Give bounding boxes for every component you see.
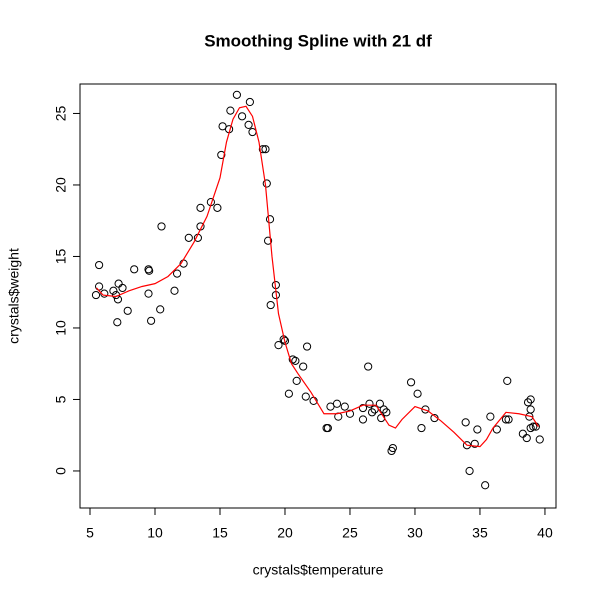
- point: [196, 203, 205, 212]
- point: [301, 392, 310, 401]
- point: [263, 236, 273, 245]
- point: [261, 145, 270, 154]
- point: [248, 127, 257, 137]
- point: [323, 423, 332, 433]
- point: [274, 341, 283, 350]
- point: [244, 120, 253, 129]
- point: [332, 399, 342, 408]
- point: [417, 423, 426, 433]
- x-tick-label: 35: [472, 525, 488, 541]
- point: [226, 106, 235, 115]
- point: [172, 269, 182, 278]
- point: [299, 362, 308, 371]
- point: [266, 300, 275, 310]
- point: [147, 316, 156, 325]
- point: [503, 376, 512, 385]
- point: [375, 399, 384, 408]
- point: [522, 433, 531, 443]
- point: [100, 289, 109, 298]
- point: [291, 356, 300, 365]
- x-tick-label: 40: [537, 525, 553, 541]
- point: [473, 425, 482, 434]
- point: [109, 286, 118, 295]
- point: [358, 403, 368, 413]
- point: [302, 342, 312, 351]
- point: [232, 90, 241, 99]
- fit-line: [96, 105, 539, 448]
- point: [379, 405, 388, 414]
- point: [91, 290, 101, 300]
- point: [367, 408, 377, 417]
- x-axis-label: crystals$temperature: [253, 562, 384, 578]
- point: [382, 408, 391, 417]
- point: [170, 286, 179, 295]
- point: [292, 376, 301, 385]
- x-tick-label: 20: [277, 525, 293, 541]
- point: [245, 97, 254, 107]
- point: [258, 145, 267, 154]
- point: [518, 429, 527, 438]
- point: [529, 422, 538, 431]
- point: [123, 306, 132, 315]
- point: [113, 318, 122, 327]
- x-tick-label: 30: [407, 525, 423, 541]
- point: [118, 283, 127, 293]
- point: [523, 398, 533, 407]
- point: [213, 203, 222, 212]
- point: [95, 282, 104, 291]
- point: [387, 446, 396, 456]
- y-tick-label: 5: [53, 395, 69, 403]
- point: [340, 402, 349, 411]
- point: [481, 481, 490, 490]
- point: [365, 399, 374, 408]
- point: [280, 336, 290, 345]
- point: [145, 266, 154, 275]
- point: [144, 289, 153, 298]
- point: [461, 418, 470, 427]
- chart-title: Smoothing Spline with 21 df: [204, 31, 432, 50]
- y-tick-label: 15: [53, 248, 69, 264]
- y-tick-label: 0: [53, 467, 69, 475]
- point: [130, 265, 139, 274]
- x-tick-label: 25: [342, 525, 358, 541]
- point: [114, 279, 123, 288]
- point: [184, 233, 193, 242]
- point: [465, 466, 474, 476]
- point: [358, 415, 368, 424]
- point: [501, 415, 511, 424]
- y-tick-label: 20: [53, 177, 69, 193]
- y-axis-label: crystals$weight: [6, 248, 22, 344]
- point: [217, 150, 226, 160]
- x-tick-label: 15: [212, 525, 228, 541]
- point: [535, 435, 544, 444]
- point: [504, 415, 513, 424]
- point: [526, 405, 535, 414]
- y-tick-label: 25: [53, 105, 69, 121]
- x-tick-label: 10: [147, 525, 163, 541]
- point: [265, 215, 275, 224]
- point: [284, 389, 293, 398]
- y-tick-label: 10: [53, 320, 69, 336]
- point: [406, 378, 416, 387]
- point: [237, 112, 247, 121]
- point: [95, 260, 104, 270]
- point: [345, 409, 355, 418]
- point: [470, 439, 479, 448]
- point: [486, 412, 495, 421]
- x-tick-label: 5: [86, 525, 94, 541]
- point: [526, 395, 535, 404]
- point: [262, 179, 271, 188]
- point: [492, 425, 501, 434]
- point: [156, 305, 165, 314]
- point: [364, 362, 373, 371]
- point: [413, 389, 422, 398]
- point: [157, 222, 166, 231]
